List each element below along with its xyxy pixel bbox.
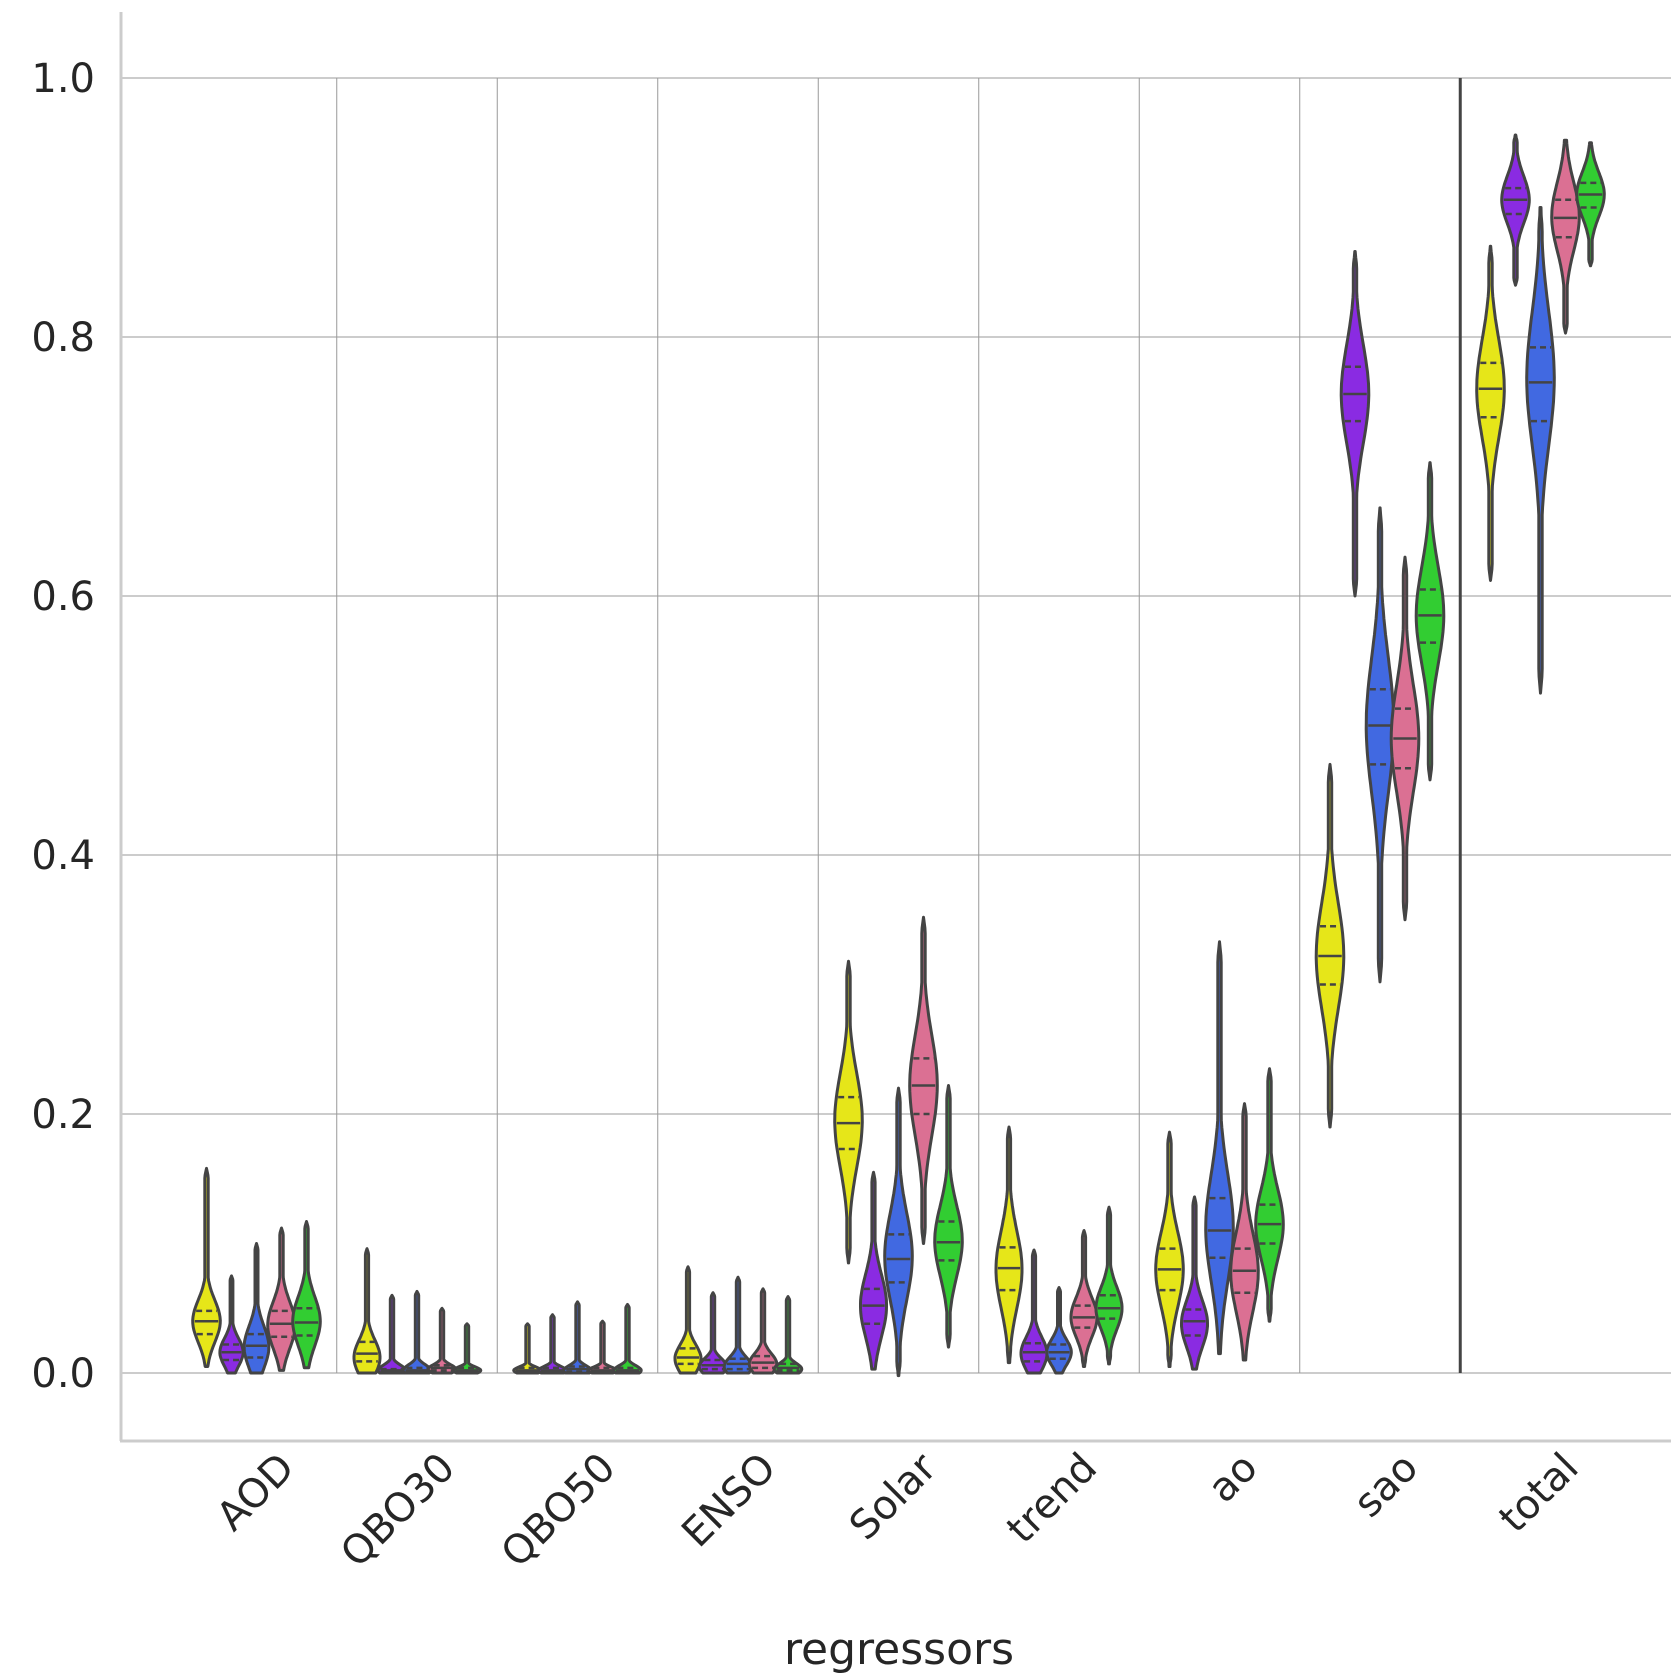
violin-group-ENSO xyxy=(673,1265,804,1375)
y-tick-label-0: 0.0 xyxy=(31,1351,95,1397)
violin-body-Solar-1 xyxy=(859,1170,888,1371)
violin-body-QBO30-4 xyxy=(451,1322,483,1375)
violin-body-trend-0 xyxy=(994,1125,1024,1365)
violin-body-ao-4 xyxy=(1254,1067,1285,1323)
violin-body-trend-4 xyxy=(1094,1205,1124,1366)
gridlines xyxy=(121,77,1671,1374)
violin-body-sao-4 xyxy=(1414,461,1446,782)
violin-body-AOD-1 xyxy=(218,1274,245,1375)
violin-group-AOD xyxy=(191,1166,322,1375)
violin-body-total-2 xyxy=(1525,206,1556,695)
y-tick-labels: 0.0 0.2 0.4 0.6 0.8 1.0 xyxy=(31,56,95,1397)
violin-body-ao-2 xyxy=(1204,940,1235,1356)
y-tick-label-2: 0.4 xyxy=(31,833,95,879)
violin-body-Solar-3 xyxy=(908,915,939,1245)
x-axis-label: regressors xyxy=(784,1624,1014,1675)
violin-body-total-4 xyxy=(1575,141,1606,268)
y-tick-label-4: 0.8 xyxy=(31,315,95,361)
violin-body-sao-1 xyxy=(1339,250,1371,598)
violin-body-QBO30-1 xyxy=(376,1293,408,1375)
violin-body-ao-1 xyxy=(1180,1195,1209,1371)
violin-body-Solar-4 xyxy=(933,1084,964,1349)
violin-body-ENSO-2 xyxy=(722,1275,754,1375)
violin-body-QBO50-4 xyxy=(612,1302,643,1375)
violin-body-total-0 xyxy=(1475,244,1506,582)
violin-group-sao xyxy=(1314,250,1446,1129)
violin-body-total-1 xyxy=(1500,133,1531,287)
violin-body-QBO50-2 xyxy=(562,1300,593,1375)
violin-group-ao xyxy=(1154,940,1285,1371)
y-tick-label-1: 0.2 xyxy=(31,1092,95,1138)
violin-body-QBO50-1 xyxy=(537,1313,568,1375)
violin-body-Solar-0 xyxy=(833,959,864,1265)
violin-body-AOD-4 xyxy=(291,1220,322,1370)
violin-group-total xyxy=(1475,133,1606,695)
violin-body-ao-3 xyxy=(1229,1102,1260,1362)
violin-body-ENSO-3 xyxy=(747,1287,779,1375)
violin-body-sao-2 xyxy=(1364,506,1396,984)
violin-body-QBO30-3 xyxy=(426,1306,458,1375)
violin-body-QBO50-0 xyxy=(512,1322,543,1375)
violin-group-trend xyxy=(994,1125,1124,1375)
violin-body-QBO30-2 xyxy=(401,1289,433,1375)
violin-body-ENSO-1 xyxy=(697,1291,729,1375)
violins xyxy=(191,133,1606,1378)
violin-group-QBO50 xyxy=(512,1300,643,1375)
violin-group-QBO30 xyxy=(352,1247,483,1375)
violin-body-total-3 xyxy=(1550,138,1581,335)
violin-body-ENSO-4 xyxy=(772,1295,804,1375)
y-tick-label-3: 0.6 xyxy=(31,574,95,620)
category-separators xyxy=(336,78,1462,1373)
violin-body-Solar-2 xyxy=(883,1086,914,1378)
violin-group-Solar xyxy=(833,915,964,1378)
violin-body-sao-0 xyxy=(1314,762,1346,1129)
violin-body-QBO50-3 xyxy=(587,1319,618,1375)
violin-body-AOD-0 xyxy=(191,1166,222,1368)
violin-body-ENSO-0 xyxy=(673,1265,703,1375)
violin-body-AOD-2 xyxy=(242,1242,271,1375)
axes xyxy=(119,12,1671,1443)
y-tick-label-5: 1.0 xyxy=(31,56,95,102)
